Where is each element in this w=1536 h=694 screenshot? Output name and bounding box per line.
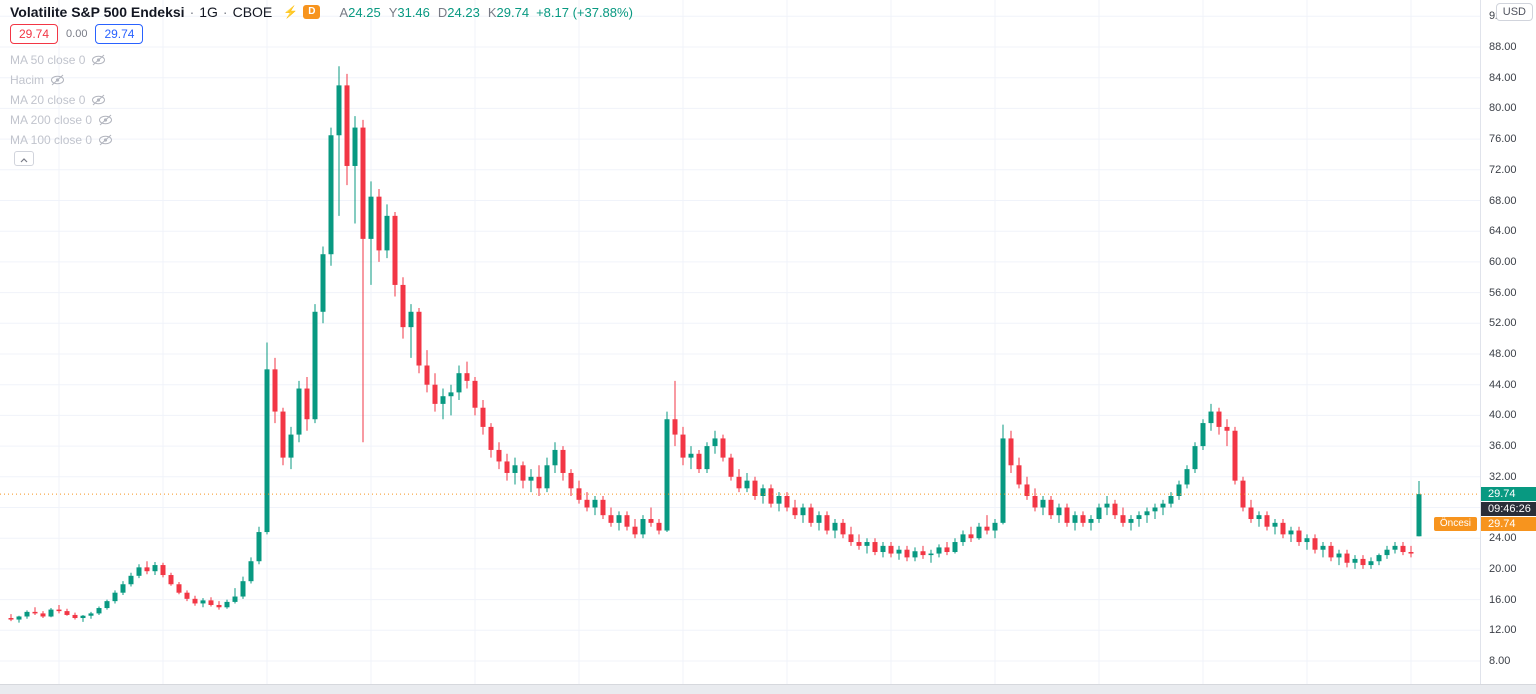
price-tick: 72.00 [1489,163,1517,176]
price-tick: 20.00 [1489,562,1517,575]
price-tick: 44.00 [1489,378,1517,391]
flash-icon[interactable]: ⚡ [283,5,299,19]
price-tick: 16.00 [1489,593,1517,606]
indicator-label: MA 50 close 0 [10,53,86,67]
price-tick: 24.00 [1489,532,1517,545]
price-tick: 48.00 [1489,348,1517,360]
eye-off-icon[interactable] [91,54,106,66]
eye-off-icon[interactable] [91,94,106,106]
premarket-floating-label: Öncesi [1433,517,1477,532]
time-axis-edge [0,684,1536,694]
bar-countdown-tag: 09:46:26 [1481,502,1536,517]
eye-off-icon[interactable] [50,74,65,86]
open-value: 24.25 [348,4,381,20]
candlestick-chart[interactable] [0,0,1480,694]
indicator-row-ma20[interactable]: MA 20 close 0 [10,90,113,110]
change-value: +8.17 (+37.88%) [536,4,633,20]
low-label: D [437,4,448,20]
price-tick: 80.00 [1489,102,1517,115]
price-tick: 12.00 [1489,624,1517,637]
close-label: K [487,4,497,20]
price-tick: 36.00 [1489,440,1517,453]
legend-collapse-button[interactable] [14,151,34,166]
high-label: Y [388,4,398,20]
price-tick: 8.00 [1489,655,1511,667]
symbol-title[interactable]: Volatilite S&P 500 Endeksi [10,4,185,20]
price-tick: 76.00 [1489,133,1517,146]
indicator-row-ma50[interactable]: MA 50 close 0 [10,50,113,70]
separator: · [189,4,195,20]
last-price-tag: 29.74 [1481,487,1536,502]
eye-off-icon[interactable] [98,134,113,146]
close-value: 29.74 [496,4,530,20]
indicator-label: Hacim [10,73,45,87]
price-tick: 64.00 [1489,225,1517,238]
premarket-price-tag: 29.74 [1481,517,1536,532]
price-tick: 60.00 [1489,255,1517,268]
indicator-legend: MA 50 close 0 Hacim MA 20 close 0 MA 200… [10,50,113,150]
sell-button[interactable]: 29.74 [10,24,59,44]
indicator-row-volume[interactable]: Hacim [10,70,113,90]
currency-button[interactable]: USD [1495,3,1533,21]
quote-row: 29.74 0.00 29.74 [10,24,144,44]
chart-header: Volatilite S&P 500 Endeksi · 1G · CBOE ⚡… [10,4,633,20]
exchange-label: CBOE [232,4,273,20]
price-tick: 84.00 [1489,71,1517,84]
indicator-row-ma200[interactable]: MA 200 close 0 [10,110,113,130]
open-label: A [339,4,349,20]
eye-off-icon[interactable] [98,114,113,126]
indicator-label: MA 20 close 0 [10,93,86,107]
ohlc-readout: A24.25 Y31.46 D24.23 K29.74 [339,5,529,20]
indicator-label: MA 100 close 0 [10,133,93,147]
interval-label[interactable]: 1G [199,4,218,20]
price-tick: 32.00 [1489,470,1517,483]
price-tick: 88.00 [1489,41,1517,53]
price-tick: 68.00 [1489,194,1517,207]
price-axis[interactable]: 8.0012.0016.0020.0024.0028.0032.0036.004… [1480,0,1536,694]
price-tick: 52.00 [1489,317,1517,330]
buy-button[interactable]: 29.74 [95,24,144,44]
spread-value: 0.00 [66,28,88,40]
chevron-up-icon [20,151,28,166]
indicator-row-ma100[interactable]: MA 100 close 0 [10,130,113,150]
separator: · [222,4,228,20]
high-value: 31.46 [397,4,430,20]
low-value: 24.23 [447,4,480,20]
price-tick: 40.00 [1489,409,1517,422]
price-tick: 56.00 [1489,286,1517,299]
delayed-data-badge[interactable]: D [303,5,321,19]
indicator-label: MA 200 close 0 [10,113,93,127]
